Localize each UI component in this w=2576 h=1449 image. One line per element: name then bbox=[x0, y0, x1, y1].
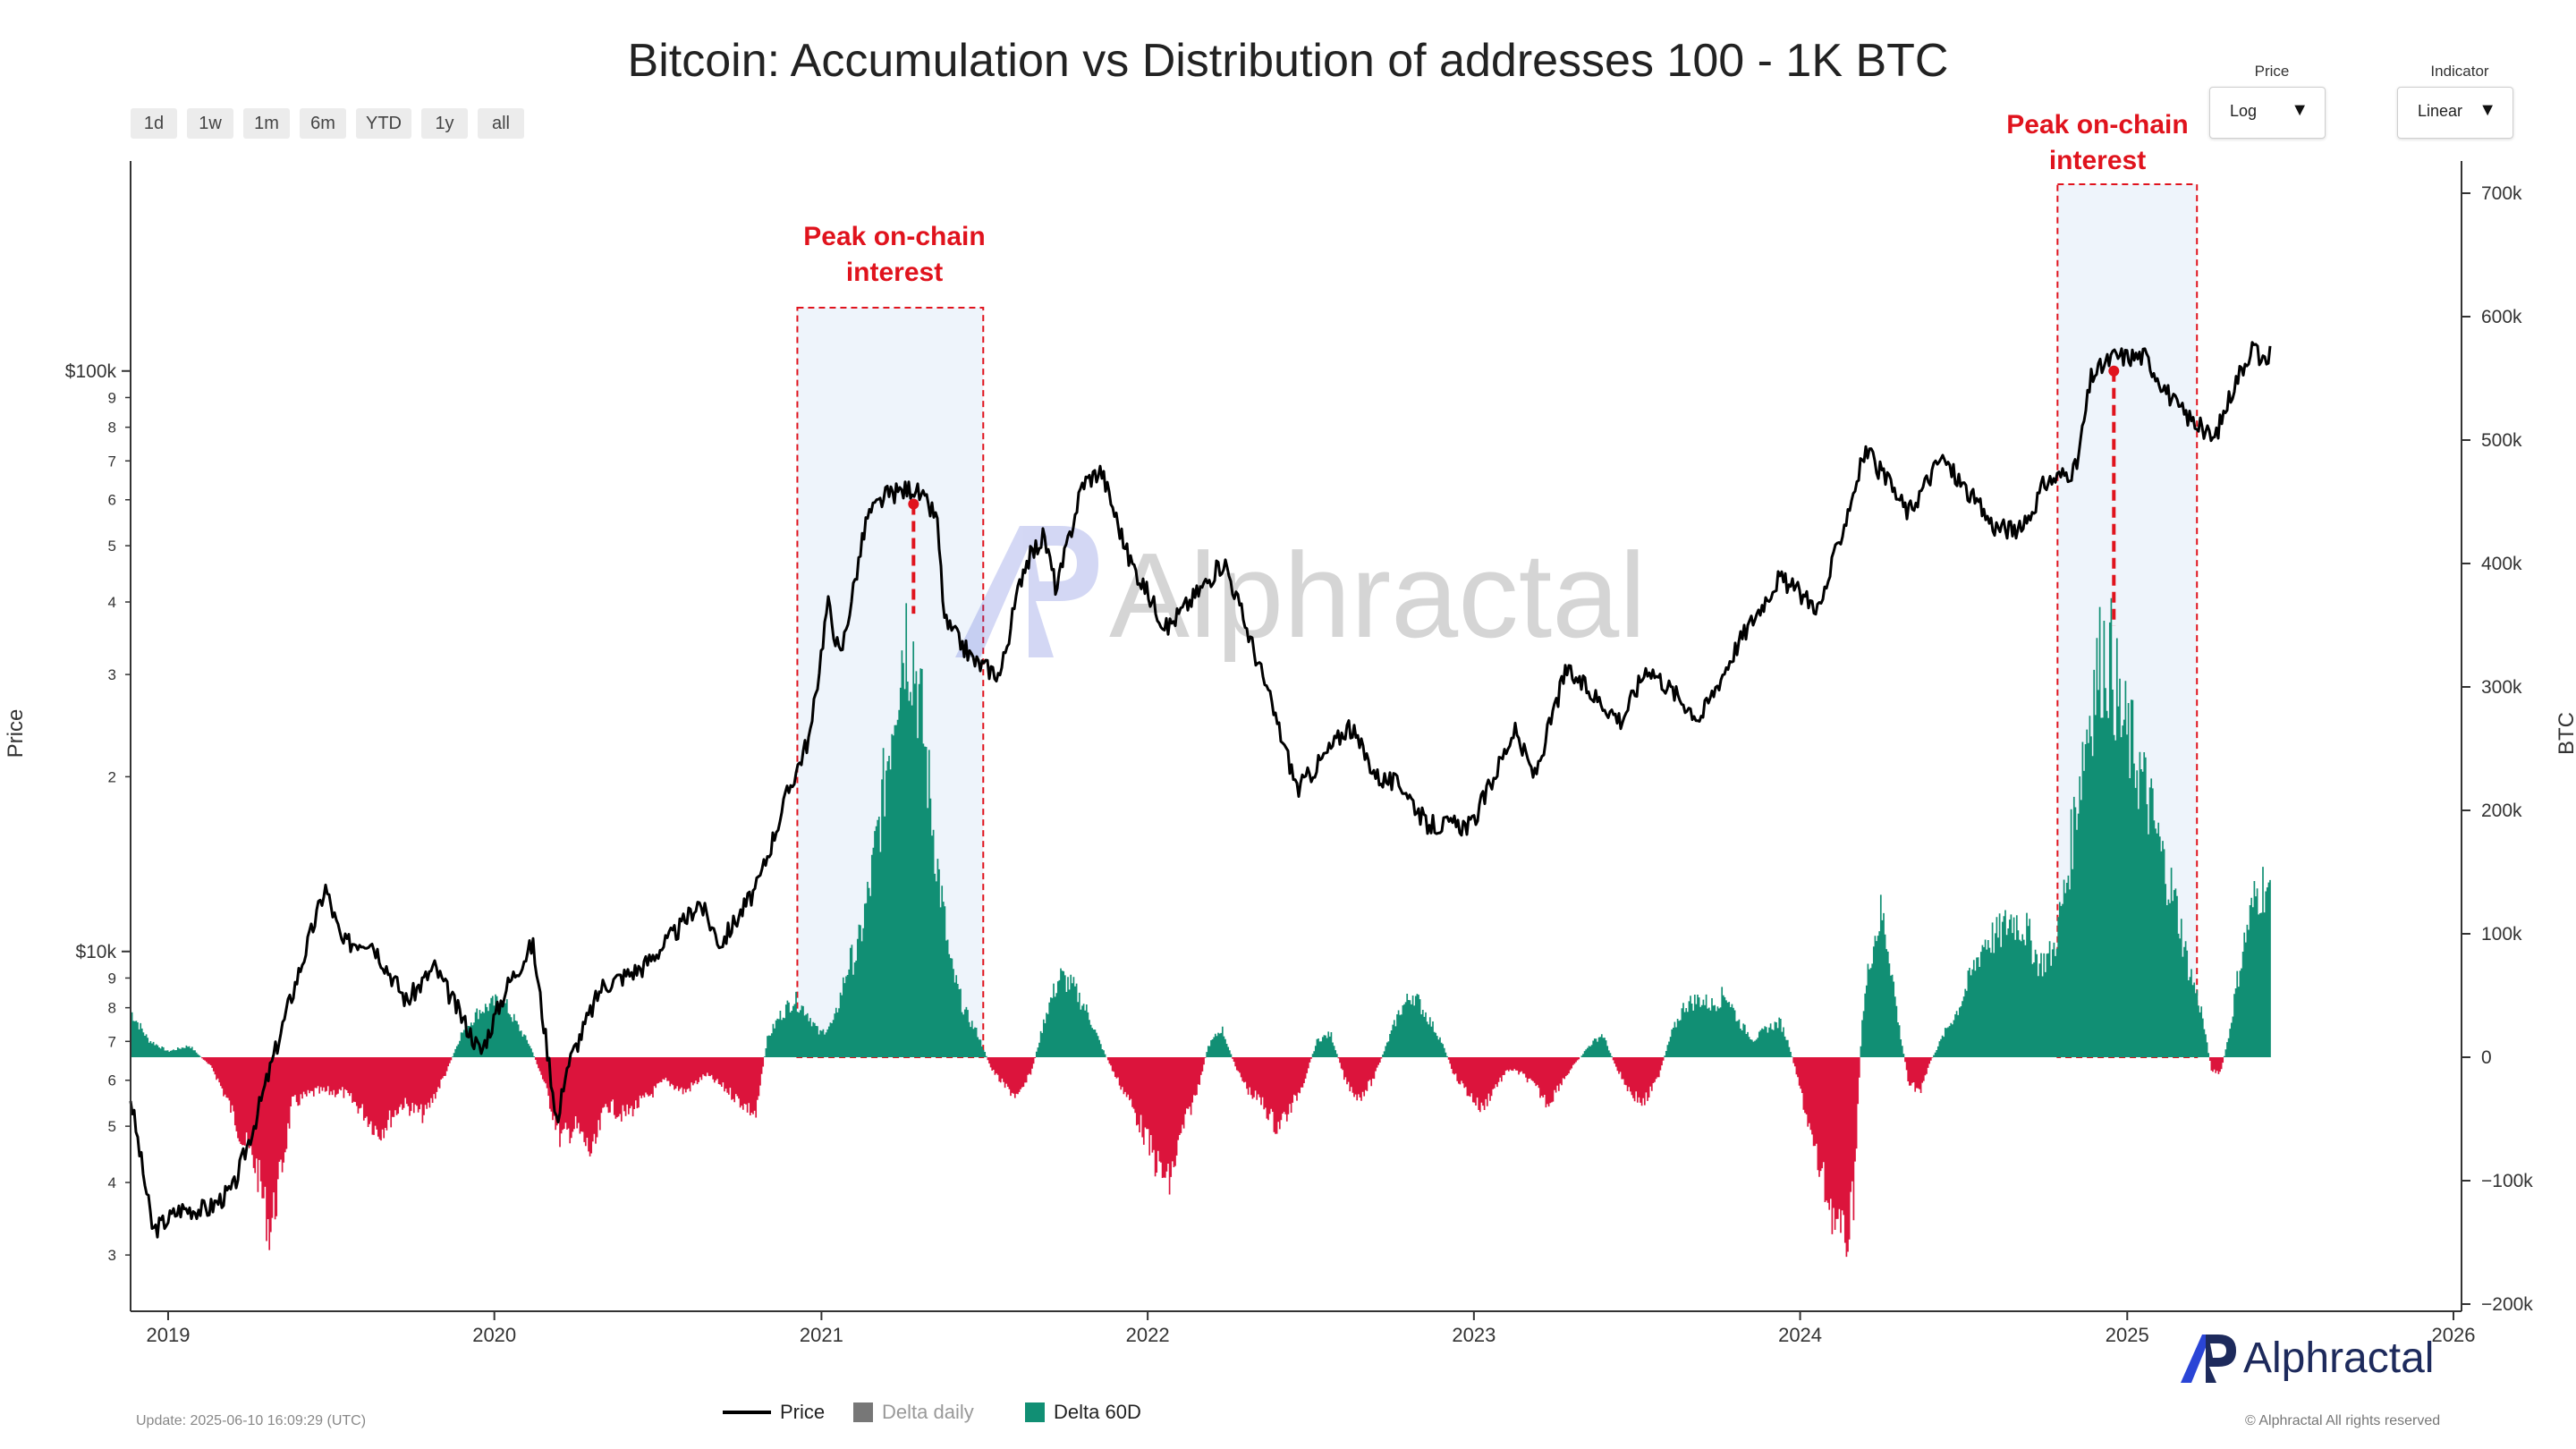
annotation-peak-2025: Peak on-chain interest bbox=[1954, 107, 2241, 179]
x-tick-label: 2019 bbox=[146, 1324, 190, 1346]
x-tick-label: 2020 bbox=[472, 1324, 516, 1346]
price-minor-tick-label: 6 bbox=[108, 492, 116, 509]
delta-60d-bars bbox=[130, 597, 2271, 1258]
range-button-1d[interactable]: 1d bbox=[131, 108, 177, 139]
right-axis-title: BTC bbox=[2555, 712, 2576, 755]
watermark-logo-icon bbox=[955, 526, 1098, 657]
indicator-scale-select[interactable]: Linear ▼ bbox=[2397, 87, 2513, 139]
watermark: Alphractal bbox=[955, 526, 1646, 663]
btc-tick-label: 500k bbox=[2481, 430, 2522, 451]
btc-tick-label: 100k bbox=[2481, 924, 2522, 945]
price-tick-label: $10k bbox=[75, 942, 116, 962]
brand-text: Alphractal bbox=[2243, 1334, 2435, 1382]
price-scale-select[interactable]: Log ▼ bbox=[2209, 87, 2326, 139]
brand-logo: Alphractal bbox=[2179, 1331, 2434, 1385]
left-axis-title: Price bbox=[4, 708, 28, 758]
range-button-all[interactable]: all bbox=[478, 108, 524, 139]
delta-positive-bars bbox=[130, 597, 2271, 1057]
annotation-line1: Peak on-chain bbox=[2006, 110, 2189, 140]
legend-line-icon bbox=[723, 1411, 771, 1414]
brand-logo-icon bbox=[2181, 1335, 2236, 1383]
price-minor-tick-label: 8 bbox=[108, 1000, 116, 1017]
annotation-peak-2021: Peak on-chain interest bbox=[751, 219, 1038, 291]
peak-marker-dot bbox=[2108, 365, 2120, 377]
price-minor-tick-label: 7 bbox=[108, 453, 116, 470]
legend-label: Delta 60D bbox=[1054, 1401, 1141, 1423]
price-scale-value: Log bbox=[2230, 102, 2258, 120]
price-line-group bbox=[129, 341, 2272, 1239]
dropdown-arrow-icon: ▼ bbox=[2479, 100, 2496, 120]
legend-square-icon bbox=[1025, 1402, 1045, 1422]
copyright-text: © Alphractal All rights reserved bbox=[2245, 1413, 2441, 1428]
btc-tick-label: 200k bbox=[2481, 801, 2522, 821]
price-line bbox=[129, 341, 2272, 1239]
axes: 2019 2020 2021 2022 2023 2024 2025 2026 $10k $100… bbox=[65, 161, 2533, 1346]
x-tick-label: 2025 bbox=[2106, 1324, 2149, 1346]
btc-tick-label: 700k bbox=[2481, 183, 2522, 204]
indicator-scale-label: Indicator bbox=[2430, 63, 2489, 80]
price-minor-tick-label: 6 bbox=[108, 1072, 116, 1089]
price-minor-tick-label: 4 bbox=[108, 594, 116, 611]
range-button-1m[interactable]: 1m bbox=[243, 108, 290, 139]
legend-item-delta-daily[interactable]: Delta daily bbox=[853, 1401, 974, 1424]
btc-tick-label: 600k bbox=[2481, 307, 2522, 327]
price-minor-tick-label: 3 bbox=[108, 1247, 116, 1264]
x-tick-label: 2024 bbox=[1778, 1324, 1822, 1346]
x-tick-label: 2022 bbox=[1126, 1324, 1170, 1346]
legend-label: Delta daily bbox=[882, 1401, 974, 1423]
price-minor-tick-label: 5 bbox=[108, 538, 116, 555]
price-minor-tick-label: 9 bbox=[108, 389, 116, 406]
btc-tick-label: 400k bbox=[2481, 554, 2522, 574]
legend-item-price[interactable]: Price bbox=[723, 1401, 825, 1424]
legend-square-icon bbox=[853, 1402, 873, 1422]
watermark-text: Alphractal bbox=[1109, 528, 1646, 663]
price-minor-tick-label: 8 bbox=[108, 419, 116, 436]
annotation-line1: Peak on-chain bbox=[803, 222, 986, 251]
range-button-1w[interactable]: 1w bbox=[187, 108, 233, 139]
legend-label: Price bbox=[780, 1401, 826, 1423]
btc-tick-label: 300k bbox=[2481, 677, 2522, 698]
btc-tick-label: 0 bbox=[2481, 1047, 2492, 1068]
chart-title: Bitcoin: Accumulation vs Distribution of… bbox=[627, 35, 1949, 87]
update-timestamp: Update: 2025-06-10 16:09:29 (UTC) bbox=[136, 1413, 367, 1428]
peak-markers bbox=[908, 365, 2120, 626]
chart-legend: Price Delta daily Delta 60D bbox=[0, 1401, 2576, 1428]
legend-item-delta-60d[interactable]: Delta 60D bbox=[1025, 1401, 1141, 1424]
price-tick-label: $100k bbox=[65, 361, 117, 382]
x-tick-label: 2021 bbox=[800, 1324, 843, 1346]
annotation-line2: interest bbox=[2048, 146, 2147, 175]
delta-negative-bars bbox=[201, 1057, 2224, 1258]
annotation-line2: interest bbox=[845, 258, 944, 287]
peak-marker-dot bbox=[908, 498, 919, 510]
range-button-6m[interactable]: 6m bbox=[300, 108, 346, 139]
range-button-1y[interactable]: 1y bbox=[421, 108, 468, 139]
x-tick-label: 2026 bbox=[2432, 1324, 2476, 1346]
range-button-ytd[interactable]: YTD bbox=[356, 108, 411, 139]
price-minor-tick-label: 9 bbox=[108, 970, 116, 987]
price-scale-label: Price bbox=[2254, 63, 2290, 80]
price-minor-tick-label: 5 bbox=[108, 1118, 116, 1135]
btc-tick-label: −200k bbox=[2481, 1294, 2533, 1315]
indicator-scale-value: Linear bbox=[2418, 102, 2463, 120]
price-minor-tick-label: 4 bbox=[108, 1174, 116, 1191]
x-tick-label: 2023 bbox=[1452, 1324, 1496, 1346]
price-minor-tick-label: 2 bbox=[108, 768, 116, 785]
dropdown-arrow-icon: ▼ bbox=[2291, 100, 2309, 120]
price-minor-tick-label: 3 bbox=[108, 666, 116, 683]
price-minor-tick-label: 7 bbox=[108, 1033, 116, 1050]
btc-tick-label: −100k bbox=[2481, 1171, 2533, 1191]
